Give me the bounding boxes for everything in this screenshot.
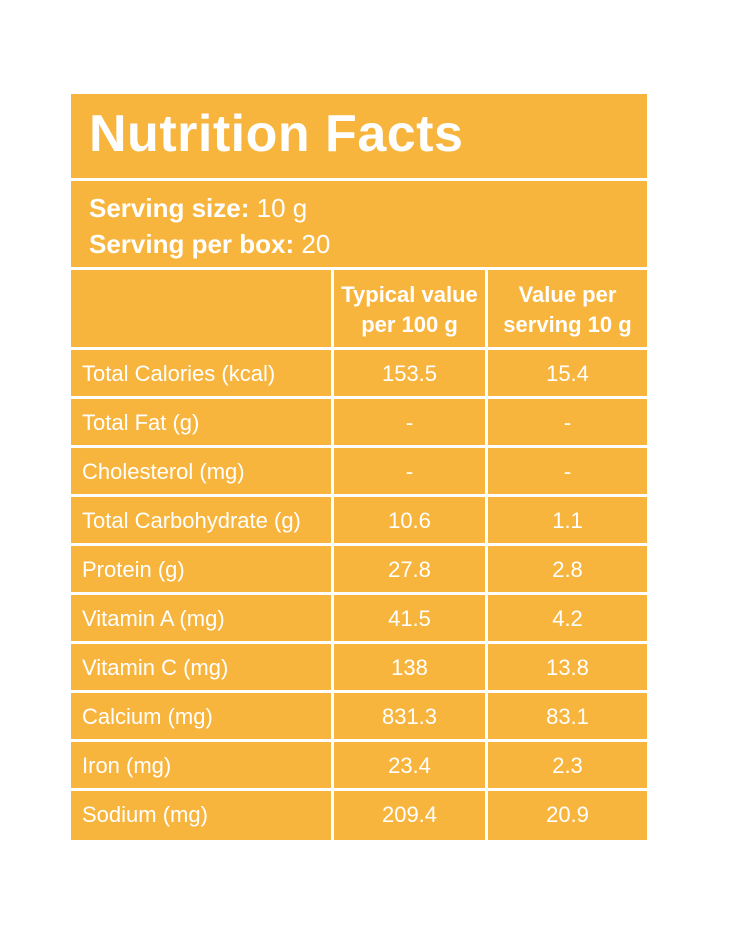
row-divider — [71, 641, 647, 644]
nutrient-label: Iron (mg) — [82, 753, 172, 778]
nutrient-label: Protein (g) — [82, 557, 185, 582]
per-serving-value: 2.3 — [552, 753, 583, 778]
per-100g-value: 23.4 — [388, 753, 431, 778]
serving-size: Serving size: 10 g — [89, 195, 307, 221]
column-header-per-serving: Value per serving 10 g — [488, 280, 647, 340]
column-header-line: Typical value — [341, 282, 478, 307]
nutrition-table: Typical value per 100 g Value per servin… — [71, 270, 647, 844]
row-divider — [71, 690, 647, 693]
per-100g-value: - — [405, 410, 414, 435]
nutrient-label: Total Carbohydrate (g) — [82, 508, 301, 533]
row-divider — [71, 543, 647, 546]
serving-size-value: 10 g — [256, 193, 308, 223]
per-serving-value: - — [563, 459, 572, 484]
nutrient-label: Total Calories (kcal) — [82, 361, 276, 386]
row-divider — [71, 396, 647, 399]
per-100g-value: 209.4 — [381, 802, 438, 827]
divider — [71, 178, 647, 181]
row-divider — [71, 739, 647, 742]
per-100g-value: 138 — [391, 655, 428, 680]
per-serving-value: - — [563, 410, 572, 435]
nutrition-facts-panel: Nutrition Facts Serving size: 10 g Servi… — [71, 94, 647, 844]
nutrient-label: Sodium (mg) — [82, 802, 208, 827]
nutrient-label: Vitamin A (mg) — [82, 606, 225, 631]
column-divider — [331, 270, 334, 840]
nutrition-facts-title: Nutrition Facts — [89, 105, 464, 163]
per-100g-value: 153.5 — [381, 361, 438, 386]
column-header-per-100g: Typical value per 100 g — [334, 280, 485, 340]
row-divider — [71, 445, 647, 448]
per-100g-value: 10.6 — [388, 508, 431, 533]
table-bottom-border — [71, 840, 647, 844]
serving-per-box-value: 20 — [301, 229, 331, 259]
per-serving-value: 83.1 — [546, 704, 589, 729]
row-divider — [71, 494, 647, 497]
nutrient-label: Calcium (mg) — [82, 704, 213, 729]
row-divider — [71, 788, 647, 791]
column-divider — [485, 270, 488, 840]
per-100g-value: - — [405, 459, 414, 484]
per-100g-value: 831.3 — [381, 704, 438, 729]
nutrient-label: Cholesterol (mg) — [82, 459, 245, 484]
column-header-line: Value per — [518, 282, 617, 307]
per-serving-value: 1.1 — [552, 508, 583, 533]
serving-per-box: Serving per box: 20 — [89, 231, 330, 257]
column-header-line: serving 10 g — [503, 312, 632, 337]
per-serving-value: 15.4 — [546, 361, 589, 386]
per-100g-value: 27.8 — [388, 557, 431, 582]
row-divider — [71, 347, 647, 350]
nutrient-label: Vitamin C (mg) — [82, 655, 229, 680]
divider — [71, 267, 647, 270]
serving-size-label: Serving size: — [89, 193, 250, 223]
per-serving-value: 2.8 — [552, 557, 583, 582]
row-divider — [71, 592, 647, 595]
per-serving-value: 4.2 — [552, 606, 583, 631]
per-100g-value: 41.5 — [388, 606, 431, 631]
per-serving-value: 20.9 — [546, 802, 589, 827]
nutrient-label: Total Fat (g) — [82, 410, 200, 435]
serving-per-box-label: Serving per box: — [89, 229, 295, 259]
per-serving-value: 13.8 — [546, 655, 589, 680]
column-header-line: per 100 g — [361, 312, 458, 337]
